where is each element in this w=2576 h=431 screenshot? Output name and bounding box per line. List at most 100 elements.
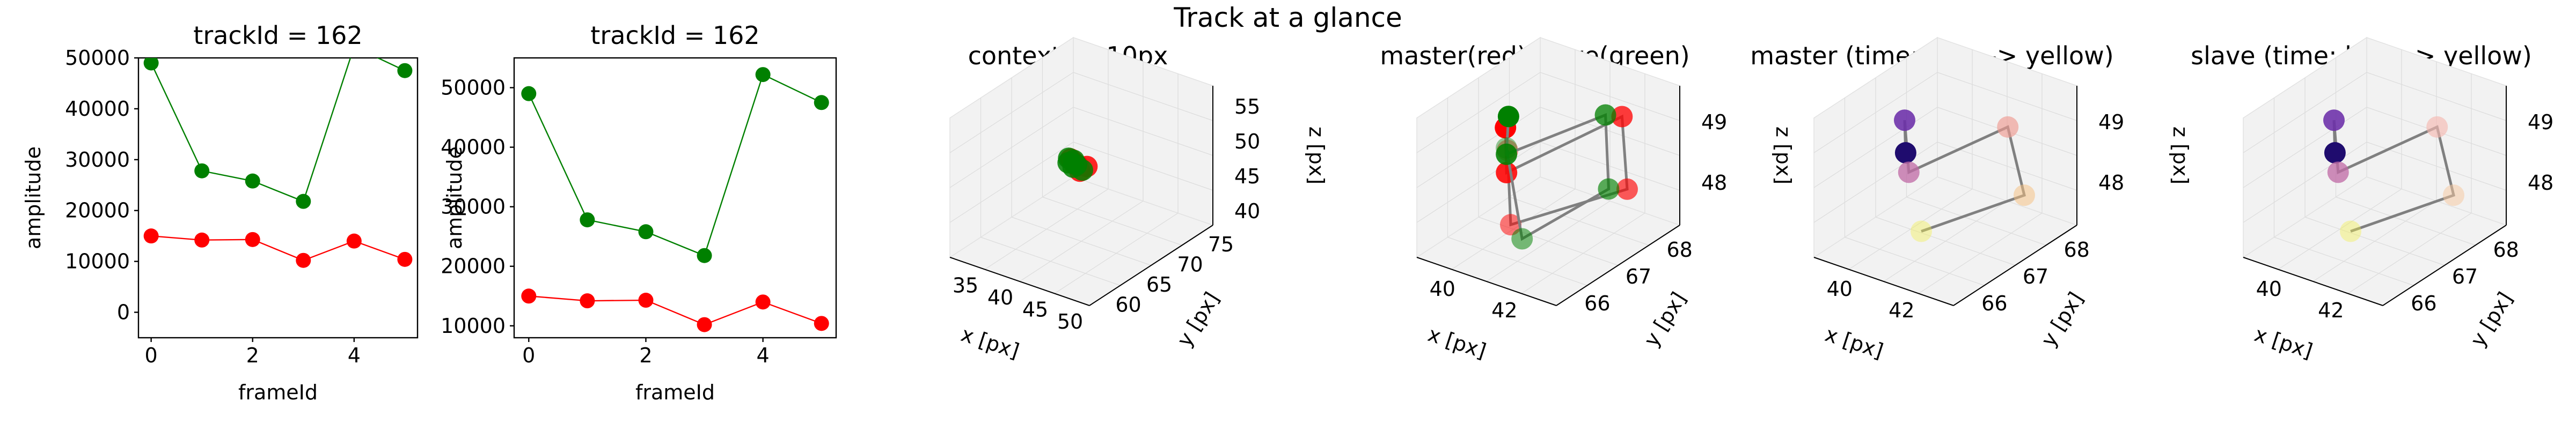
x-tick-label: 40 xyxy=(2256,277,2282,301)
y-tick-label: 68 xyxy=(2063,238,2089,262)
data-point xyxy=(1594,104,1616,126)
x-axis xyxy=(1416,257,1557,306)
data-point xyxy=(1997,116,2019,138)
series-line-1 xyxy=(528,73,822,257)
data-point xyxy=(1911,220,1932,242)
y-tick-label: 50000 xyxy=(441,76,506,100)
plot-area xyxy=(521,67,829,332)
data-point xyxy=(1496,162,1518,184)
y-tick-label: 66 xyxy=(2411,292,2436,315)
y-axis xyxy=(2382,225,2507,306)
y-axis-label: y [px] xyxy=(2465,288,2517,351)
data-point xyxy=(1496,137,1517,159)
y-axis-label: y [px] xyxy=(1172,288,1224,351)
data-point xyxy=(194,232,210,248)
data-point xyxy=(2426,116,2448,138)
x-tick-label: 40 xyxy=(987,286,1013,309)
series-line-1 xyxy=(150,58,405,203)
data-point xyxy=(814,95,829,110)
data-point xyxy=(2443,184,2464,206)
scatter3d-chart-4: slave (time: blue -> yellow)404266676848… xyxy=(2191,36,2553,363)
y-axis-label: y [px] xyxy=(2036,288,2088,351)
line-chart-1: 0 2 4 0 10000 20000 30000 40000 50000 trackId = 1… xyxy=(21,21,419,404)
z-axis-label: z [px] xyxy=(1772,127,1795,184)
z-tick-label: 49 xyxy=(2098,110,2124,134)
y-axis-label: amplitude xyxy=(21,146,45,249)
plot-frame xyxy=(137,57,419,339)
z-axis-label: z [px] xyxy=(1305,127,1328,184)
z-tick-label: 49 xyxy=(1701,110,1727,134)
z-tick-label: 49 xyxy=(2528,110,2553,134)
y-tick-label: 60 xyxy=(1115,293,1141,317)
line-chart-2: 0 2 4 10000 20000 30000 40000 50000 trackId = 16… xyxy=(441,21,837,404)
z-axis-label: z [px] xyxy=(2169,127,2192,184)
y-tick-label: 40000 xyxy=(65,97,130,121)
x-axis xyxy=(2243,257,2383,306)
x-tick-label: 42 xyxy=(1889,299,1914,322)
z-tick-label: 48 xyxy=(2528,171,2553,195)
data-point xyxy=(2014,184,2035,206)
data-point xyxy=(143,228,159,244)
z-tick-label: 55 xyxy=(1234,95,1260,118)
y-tick-label: 67 xyxy=(1626,265,1651,288)
data-point xyxy=(296,252,311,268)
x-tick-label: 35 xyxy=(953,274,978,298)
scatter3d-chart-3: master (time: blue -> yellow)40426667684… xyxy=(1750,36,2192,363)
x-axis-label: frameId xyxy=(635,381,715,404)
y-tick-label: 50000 xyxy=(65,46,130,70)
y-tick-label: 40000 xyxy=(441,136,506,159)
x-tick-label: 42 xyxy=(1491,299,1517,322)
data-point xyxy=(245,232,260,247)
chart-title: trackId = 162 xyxy=(590,21,759,50)
grid xyxy=(949,49,1213,294)
data-point xyxy=(755,294,771,310)
scatter-points xyxy=(1057,147,1098,182)
data-point xyxy=(697,248,712,263)
scatter3d-chart-1: context +- 10px354045506065707540455055x… xyxy=(949,36,1328,363)
x-tick-label: 40 xyxy=(1827,277,1853,301)
y-tick-label: 30000 xyxy=(441,195,506,219)
y-tick-label: 0 xyxy=(117,301,130,324)
data-point xyxy=(1898,161,1920,183)
y-tick-label: 67 xyxy=(2023,265,2048,288)
data-point xyxy=(580,212,595,228)
plot-frame xyxy=(513,57,837,339)
y-axis xyxy=(1089,225,1213,306)
data-point xyxy=(2323,109,2345,131)
data-point xyxy=(143,58,159,71)
y-tick-label: 10000 xyxy=(65,250,130,273)
y-tick-label: 68 xyxy=(1666,238,1692,262)
y-tick-label: 70 xyxy=(1177,253,1203,277)
x-axis-label: frameId xyxy=(238,381,318,404)
scatter-points xyxy=(1894,109,2035,242)
data-point xyxy=(1496,143,1518,165)
data-point xyxy=(1611,106,1633,128)
x-axis xyxy=(949,257,1090,306)
data-point xyxy=(521,86,537,101)
y-tick-label: 66 xyxy=(1981,292,2007,315)
data-point xyxy=(580,293,595,309)
data-point xyxy=(194,163,210,179)
data-point xyxy=(1616,178,1638,200)
y-tick-label: 30000 xyxy=(65,148,130,172)
chart-title: trackId = 162 xyxy=(193,21,362,50)
data-point xyxy=(755,67,771,83)
data-point xyxy=(1894,109,1915,131)
y-tick-label: 67 xyxy=(2452,265,2478,288)
data-point xyxy=(1598,178,1620,200)
z-tick-label: 50 xyxy=(1234,130,1260,153)
x-tick-label: 0 xyxy=(145,344,158,367)
data-point xyxy=(638,224,654,240)
y-tick-label: 68 xyxy=(2493,238,2519,262)
x-axis-label: x [px] xyxy=(2252,322,2316,363)
y-axis xyxy=(1953,225,2077,306)
x-tick-label: 4 xyxy=(757,344,770,367)
data-point xyxy=(346,233,362,249)
y-axis-label: amplitude xyxy=(443,146,466,249)
x-axis-label: x [px] xyxy=(958,322,1022,363)
series-line-2 xyxy=(529,295,822,325)
y-tick-label: 20000 xyxy=(441,255,506,278)
x-tick-label: 40 xyxy=(1430,277,1455,301)
data-point xyxy=(814,316,829,331)
z-tick-label: 45 xyxy=(1234,165,1260,188)
